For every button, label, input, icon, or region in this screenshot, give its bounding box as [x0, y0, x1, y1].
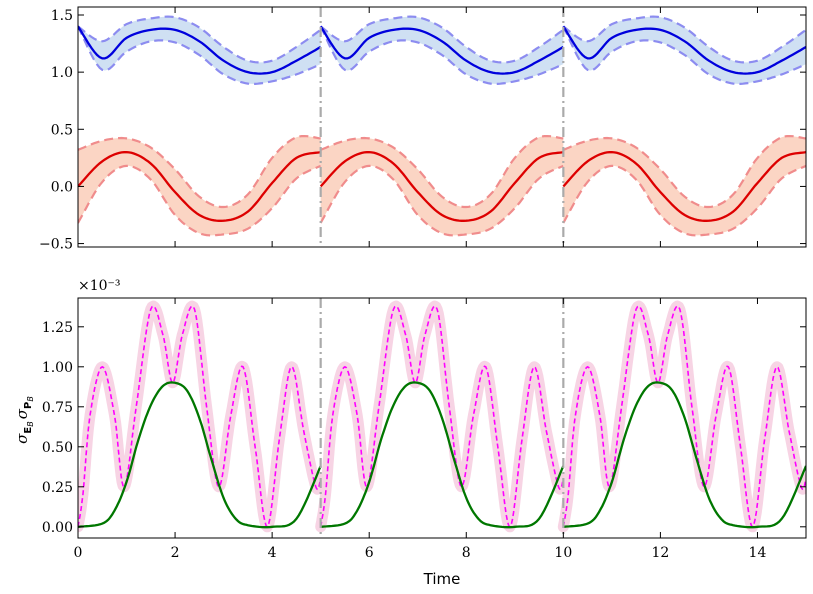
- x-tick-label-0: 0: [74, 545, 83, 561]
- series-0-lower-0: [78, 25, 322, 86]
- y-tick-label-0: −0.5: [39, 237, 73, 253]
- y-axis-title-sub-b2: B: [26, 396, 35, 402]
- y-tick-label-3: 0.75: [42, 400, 73, 416]
- series-1-line-1: [320, 381, 565, 529]
- y-tick-label-1: 0.25: [42, 480, 73, 496]
- plot-area: [78, 300, 806, 533]
- series-0-mean-2: [562, 25, 806, 75]
- series-1-band-0: [78, 136, 321, 236]
- y-axis-title-sigma-e: σ: [13, 433, 31, 444]
- y-tick-label-4: 1.00: [42, 360, 73, 376]
- y-tick-label-3: 1.0: [51, 65, 73, 81]
- series-0-line-2: [562, 305, 806, 529]
- series-1-upper-0: [78, 135, 321, 209]
- series-0-lower-1: [319, 25, 564, 86]
- y-tick-label-4: 1.5: [51, 8, 73, 24]
- top-panel: −0.5 0.0 0.5 1.0 1.5: [39, 6, 807, 253]
- series-0-lower-2: [562, 25, 806, 86]
- series-0-line-0: [78, 305, 322, 529]
- x-axis-title: Time: [423, 570, 461, 588]
- series-0-mean-1: [319, 25, 564, 75]
- x-tick-label-7: 14: [749, 545, 767, 561]
- y-multiplier-label: ×10⁻³: [78, 278, 121, 294]
- bottom-panel: 0 2 4 6 8 10 12 14 0.00 0.25 0.50 0.75 1.00 1.25: [42, 297, 807, 561]
- series-1-lower-2: [562, 164, 806, 237]
- series-0-upper-1: [320, 15, 564, 64]
- x-tick-label-3: 6: [365, 545, 374, 561]
- series-0-upper-0: [78, 15, 322, 64]
- y-axis-title-sub-e: E: [23, 427, 34, 434]
- y-axis-title-sigma-p: σ: [13, 408, 31, 419]
- series-1-mean-2: [562, 150, 806, 222]
- series-1-band-2: [563, 136, 806, 236]
- series-0-mean-0: [78, 25, 322, 75]
- y-tick-label-5: 1.25: [42, 320, 73, 336]
- x-tick-label-1: 2: [171, 545, 180, 561]
- series-1-lower-0: [78, 164, 322, 237]
- series-1-band-1: [320, 136, 564, 236]
- y-tick-label-2: 0.50: [42, 440, 73, 456]
- y-axis-title-sub-b1: B: [26, 421, 35, 427]
- x-tick-label-2: 4: [268, 545, 277, 561]
- x-tick-label-5: 10: [554, 545, 572, 561]
- series-1-upper-1: [320, 135, 564, 209]
- y-axis-title: σEBσPB: [13, 396, 35, 444]
- series-1-mean-0: [78, 150, 321, 222]
- series-0-upper-2: [562, 15, 806, 64]
- series-1-line-0: [78, 381, 322, 529]
- series-0-line-1: [319, 305, 565, 529]
- series-1-upper-2: [562, 135, 806, 209]
- series-1-lower-1: [319, 164, 564, 237]
- series-1-mean-1: [319, 150, 564, 222]
- axes-frame: [77, 6, 807, 248]
- y-tick-label-2: 0.5: [51, 122, 73, 138]
- y-axis-title-sub-p: P: [23, 402, 34, 409]
- series-1-line-2: [563, 381, 806, 529]
- axes-frame: [77, 297, 807, 539]
- y-tick-label-0: 0.00: [42, 520, 73, 536]
- x-tick-label-4: 8: [462, 545, 471, 561]
- x-tick-label-6: 12: [651, 545, 669, 561]
- y-tick-label-1: 0.0: [51, 179, 73, 195]
- plot-area: [78, 15, 806, 237]
